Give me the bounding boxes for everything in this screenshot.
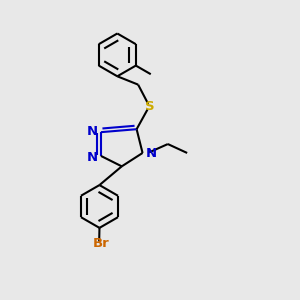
Text: N: N bbox=[145, 147, 157, 161]
Text: Br: Br bbox=[93, 237, 109, 250]
Text: N: N bbox=[86, 151, 98, 164]
Text: N: N bbox=[86, 125, 98, 138]
Text: S: S bbox=[145, 100, 155, 113]
